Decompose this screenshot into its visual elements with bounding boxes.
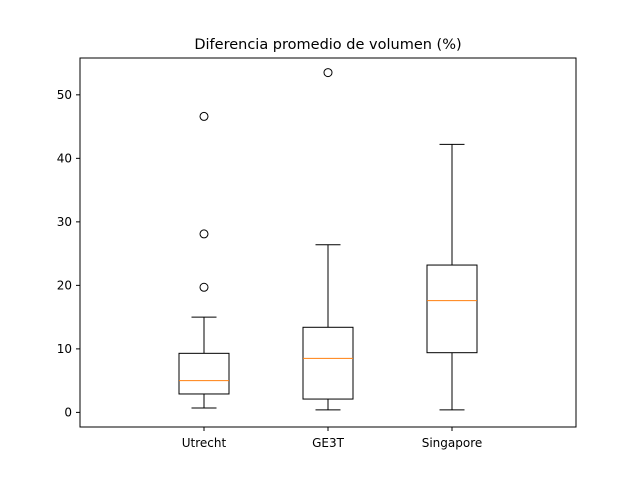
outlier-point — [199, 229, 209, 239]
y-tick-label: 10 — [57, 342, 72, 356]
y-tick-label: 30 — [57, 215, 72, 229]
axes: 0 10 20 30 40 50 Utrecht GE3T Singapore — [57, 88, 483, 450]
box-group — [302, 68, 354, 411]
box-group — [426, 143, 478, 411]
outlier-point — [199, 111, 209, 121]
box — [178, 352, 230, 395]
y-tick-label: 20 — [57, 278, 72, 292]
plot-area — [178, 68, 478, 411]
x-tick-label: Singapore — [422, 436, 483, 450]
outlier-point — [199, 282, 209, 292]
box — [302, 326, 354, 400]
box-group — [178, 111, 230, 409]
y-tick-label: 50 — [57, 88, 72, 102]
y-tick-label: 0 — [64, 405, 72, 419]
box — [426, 264, 478, 354]
x-tick-label: GE3T — [312, 436, 345, 450]
x-tick-label: Utrecht — [182, 436, 227, 450]
outlier-point — [323, 68, 333, 78]
chart-title: Diferencia promedio de volumen (%) — [194, 37, 461, 53]
y-tick-label: 40 — [57, 151, 72, 165]
